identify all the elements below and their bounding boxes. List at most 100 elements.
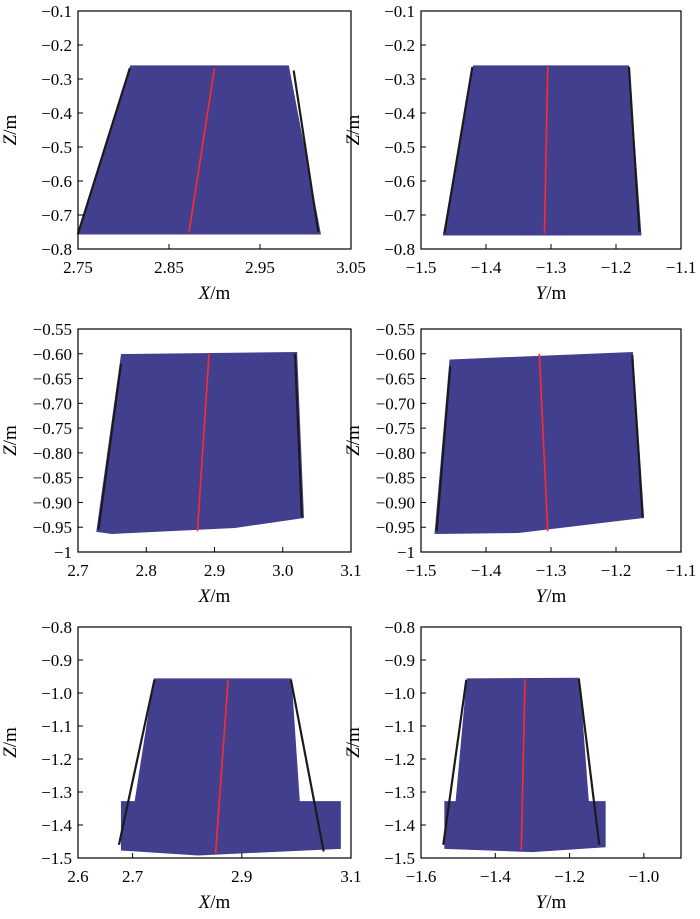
y-tick-label: −0.8	[384, 618, 415, 637]
y-tick-label: −0.95	[33, 518, 72, 537]
x-tick-label: −1.1	[666, 258, 697, 277]
right-edge-line	[631, 355, 644, 518]
x-tick-label: −1.2	[601, 258, 632, 277]
x-tick-label: −1.1	[666, 561, 697, 580]
y-tick-label: −1.3	[41, 783, 72, 802]
plot-frame	[77, 10, 352, 250]
y-tick-label: −1.3	[384, 783, 415, 802]
x-tick-label: −1.0	[628, 867, 659, 886]
y-tick-label: −0.9	[41, 651, 72, 670]
y-tick-label: −0.70	[376, 394, 415, 413]
y-tick-label: −1.0	[41, 684, 72, 703]
x-axis-label: X/m	[198, 586, 231, 607]
x-axis-label: Y/m	[536, 892, 567, 913]
point-cloud-region	[76, 65, 322, 235]
x-tick-label: −1.4	[471, 258, 502, 277]
y-tick-label: −0.4	[41, 104, 72, 123]
y-tick-label: −0.6	[384, 172, 415, 191]
fit-line	[214, 679, 229, 854]
left-edge-line	[443, 66, 474, 234]
y-tick-label: −0.80	[33, 444, 72, 463]
x-axis-label: Y/m	[536, 283, 567, 304]
point-cloud-region	[442, 65, 642, 236]
left-edge-line	[117, 679, 156, 846]
right-edge-line	[289, 679, 325, 852]
fit-line	[538, 353, 549, 532]
y-tick-label: −1	[54, 543, 72, 562]
chart-panel-1: 2.75 2.85 2.95 3.05 −0.1 −0.2 −0.3 −0.4 −0.5 −0.6…	[0, 2, 366, 304]
y-axis-label: Z/m	[0, 727, 21, 758]
y-tick-label: −1.5	[41, 849, 72, 868]
right-edge-line	[292, 70, 320, 233]
x-tick-label: 2.6	[67, 867, 88, 886]
x-tick-label: −1.5	[406, 561, 437, 580]
y-tick-label: −1.1	[41, 717, 72, 736]
right-edge-line	[627, 67, 641, 233]
x-tick-label: 3.0	[272, 561, 293, 580]
y-tick-label: −0.2	[41, 36, 72, 55]
x-tick-label: 3.1	[340, 867, 361, 886]
x-tick-label: −1.6	[406, 867, 437, 886]
y-tick-label: −0.8	[384, 240, 415, 259]
y-tick-label: −0.5	[384, 138, 415, 157]
x-tick-label: −1.4	[471, 561, 502, 580]
y-tick-label: −1.2	[384, 750, 415, 769]
left-edge-line	[97, 363, 123, 530]
point-cloud-region	[434, 352, 645, 534]
x-tick-label: −1.5	[406, 258, 437, 277]
chart-panel-2: −1.5 −1.4 −1.3 −1.2 −1.1 −0.1 −0.2 −0.3 −0.4 −0.5…	[343, 2, 696, 304]
y-tick-label: −1.2	[41, 750, 72, 769]
right-edge-line	[577, 679, 601, 845]
left-edge-line	[435, 366, 452, 532]
right-edge-line	[293, 353, 303, 518]
chart-panel-5: 2.6 2.7 2.9 3.1 −0.8 −0.9 −1.0 −1.1 −1.2 −1.3 −1.4…	[0, 618, 362, 913]
x-tick-label: 2.75	[63, 258, 93, 277]
y-tick-label: −0.6	[41, 172, 72, 191]
y-tick-label: −0.55	[33, 320, 72, 339]
x-tick-label: 3.05	[336, 258, 366, 277]
x-tick-label: −1.4	[480, 867, 511, 886]
y-tick-label: −0.75	[376, 419, 415, 438]
chart-panel-4: −1.5 −1.4 −1.3 −1.2 −1.1 −0.55 −0.60 −0.65 −0.70…	[343, 320, 696, 607]
y-tick-label: −0.7	[41, 206, 72, 225]
y-axis-label: Z/m	[343, 727, 364, 758]
chart-panel-3: 2.7 2.8 2.9 3.0 3.1 −0.55 −0.60 −0.65 −0.70 −0.75…	[0, 320, 362, 607]
x-tick-label: 2.8	[136, 561, 157, 580]
fit-line	[520, 679, 526, 850]
x-tick-label: −1.3	[536, 258, 567, 277]
y-tick-label: −1	[397, 543, 415, 562]
y-tick-label: −1.4	[41, 816, 72, 835]
y-tick-label: −0.8	[41, 618, 72, 637]
y-tick-label: −1.0	[384, 684, 415, 703]
x-tick-label: 2.85	[154, 258, 184, 277]
y-tick-label: −0.80	[376, 444, 415, 463]
y-tick-label: −0.55	[376, 320, 415, 339]
x-axis-label: Y/m	[536, 586, 567, 607]
plot-frame	[420, 626, 682, 859]
y-tick-label: −0.95	[376, 518, 415, 537]
y-tick-label: −0.90	[33, 493, 72, 512]
fit-line	[196, 353, 210, 532]
y-tick-label: −0.60	[376, 345, 415, 364]
x-tick-label: 3.1	[340, 561, 361, 580]
y-tick-label: −0.65	[33, 370, 72, 389]
x-tick-label: −1.3	[536, 561, 567, 580]
point-cloud-region	[96, 352, 304, 534]
y-tick-label: −0.75	[33, 419, 72, 438]
x-tick-label: 2.9	[231, 867, 252, 886]
y-tick-label: −0.3	[384, 70, 415, 89]
y-tick-label: −0.1	[384, 2, 415, 21]
y-tick-label: −0.85	[376, 469, 415, 488]
y-tick-label: −0.1	[41, 2, 72, 21]
y-tick-label: −0.3	[41, 70, 72, 89]
y-tick-label: −0.5	[41, 138, 72, 157]
point-cloud-region	[444, 677, 606, 853]
x-tick-label: 2.95	[245, 258, 275, 277]
y-tick-label: −0.9	[384, 651, 415, 670]
y-tick-label: −0.70	[33, 394, 72, 413]
y-tick-label: −0.4	[384, 104, 415, 123]
chart-panel-6: −1.6 −1.4 −1.2 −1.0 −0.8 −0.9 −1.0 −1.1 −1.2 −1.3…	[343, 618, 682, 913]
y-tick-label: −1.5	[384, 849, 415, 868]
y-tick-label: −0.7	[384, 206, 415, 225]
